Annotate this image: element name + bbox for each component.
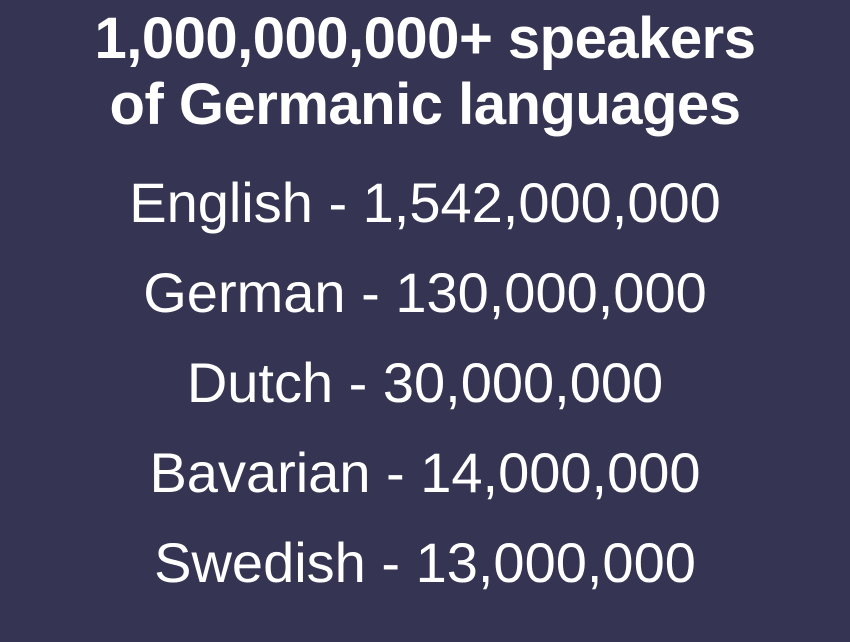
language-row-german: German - 130,000,000: [0, 248, 850, 338]
slide-title: 1,000,000,000+ speakers of Germanic lang…: [0, 0, 850, 138]
language-list: English - 1,542,000,000 German - 130,000…: [0, 158, 850, 608]
language-row-dutch: Dutch - 30,000,000: [0, 338, 850, 428]
separator: -: [370, 441, 421, 504]
separator: -: [345, 261, 396, 324]
title-line-1: 1,000,000,000+ speakers: [94, 6, 756, 71]
language-name: English: [129, 171, 313, 234]
language-name: Bavarian: [149, 441, 371, 504]
speaker-count: 1,542,000,000: [362, 171, 721, 234]
language-row-swedish: Swedish - 13,000,000: [0, 518, 850, 608]
speaker-count: 13,000,000: [415, 531, 696, 594]
language-name: Dutch: [186, 351, 334, 414]
language-row-english: English - 1,542,000,000: [0, 158, 850, 248]
speaker-count: 14,000,000: [420, 441, 701, 504]
title-line-2: of Germanic languages: [109, 72, 741, 137]
separator: -: [365, 531, 416, 594]
language-row-bavarian: Bavarian - 14,000,000: [0, 428, 850, 518]
speaker-count: 130,000,000: [395, 261, 707, 324]
speaker-count: 30,000,000: [382, 351, 664, 414]
language-name: German: [143, 261, 346, 324]
language-name: Swedish: [154, 531, 366, 594]
separator: -: [333, 351, 383, 414]
separator: -: [312, 171, 363, 234]
